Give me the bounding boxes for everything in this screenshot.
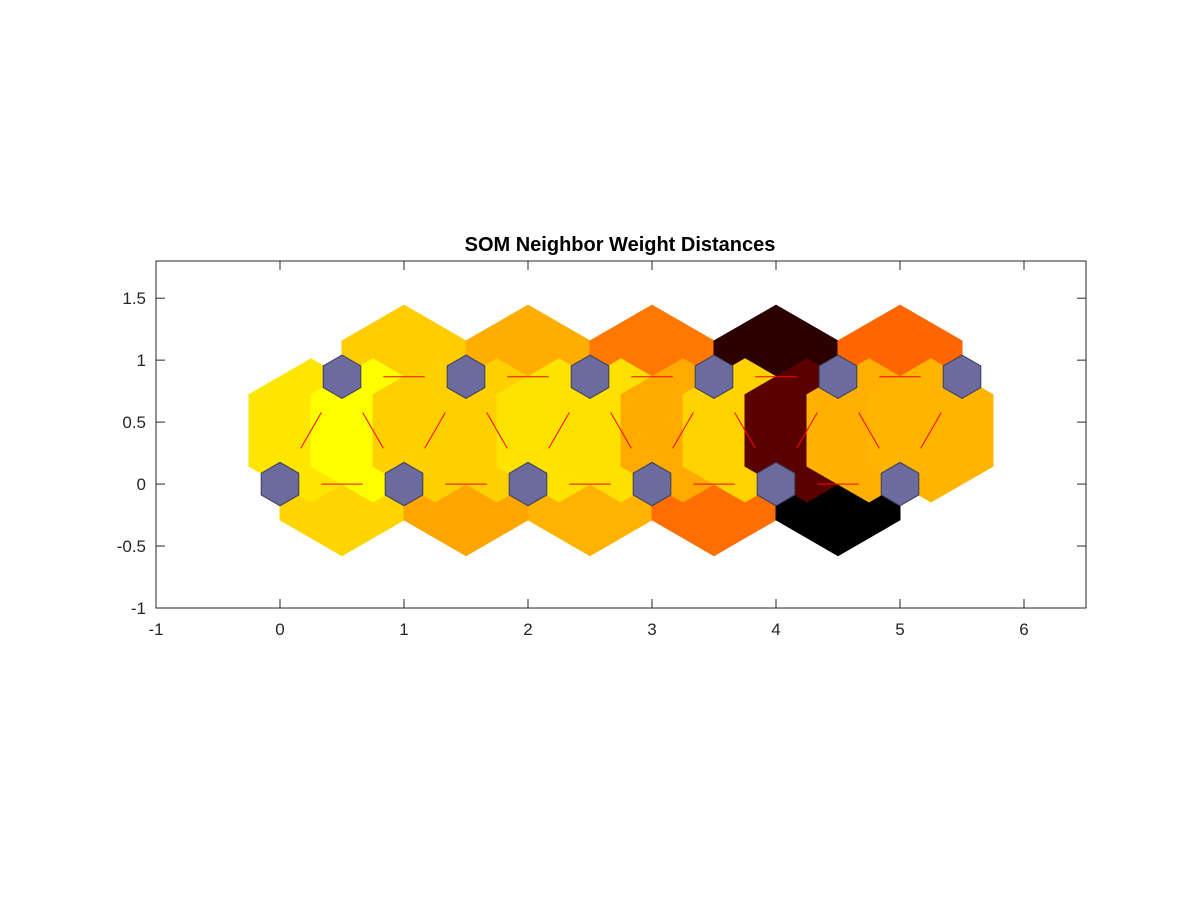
neuron-hexagon-1 — [384, 461, 424, 507]
connection-line-19 — [858, 412, 880, 449]
x-tick-label: -1 — [148, 620, 163, 639]
y-tick-label: 0 — [137, 475, 146, 494]
connection-line-16 — [672, 412, 694, 449]
neuron-hexagon-0 — [260, 461, 300, 507]
x-tick-label: 1 — [399, 620, 408, 639]
y-tick-label: 1 — [137, 351, 146, 370]
connection-line-18 — [796, 412, 818, 449]
neuron-hexagon-10 — [818, 354, 858, 400]
x-tick-label: 3 — [647, 620, 656, 639]
plot-area — [248, 304, 994, 557]
x-tick-label: 4 — [771, 620, 780, 639]
neuron-hexagon-9 — [694, 354, 734, 400]
neuron-hexagon-11 — [942, 354, 982, 400]
x-tick-label: 2 — [523, 620, 532, 639]
connection-line-10 — [300, 412, 322, 449]
connection-line-15 — [610, 412, 632, 449]
y-tick-label: 0.5 — [122, 413, 146, 432]
neuron-hexagon-7 — [446, 354, 486, 400]
x-tick-label: 6 — [1019, 620, 1028, 639]
x-axis: -1 0 1 2 3 4 5 6 — [148, 261, 1029, 639]
connection-line-12 — [424, 412, 446, 449]
connection-line-14 — [548, 412, 570, 449]
y-tick-label: -1 — [131, 599, 146, 618]
connection-line-11 — [362, 412, 384, 449]
connection-line-20 — [920, 412, 942, 449]
neuron-hexagon-4 — [756, 461, 796, 507]
chart-title: SOM Neighbor Weight Distances — [465, 234, 776, 256]
y-axis: -1 -0.5 0 0.5 1 1.5 — [117, 289, 1086, 618]
x-tick-label: 0 — [275, 620, 284, 639]
neuron-hexagon-2 — [508, 461, 548, 507]
y-tick-label: 1.5 — [122, 289, 146, 308]
x-tick-label: 5 — [895, 620, 904, 639]
axes-box — [155, 260, 1087, 609]
connection-line-17 — [734, 412, 756, 449]
connection-line-13 — [486, 412, 508, 449]
neuron-hexagon-3 — [632, 461, 672, 507]
y-tick-label: -0.5 — [117, 537, 146, 556]
neuron-hexagon-5 — [880, 461, 920, 507]
neuron-hexagon-6 — [322, 354, 362, 400]
neuron-hexagon-8 — [570, 354, 610, 400]
